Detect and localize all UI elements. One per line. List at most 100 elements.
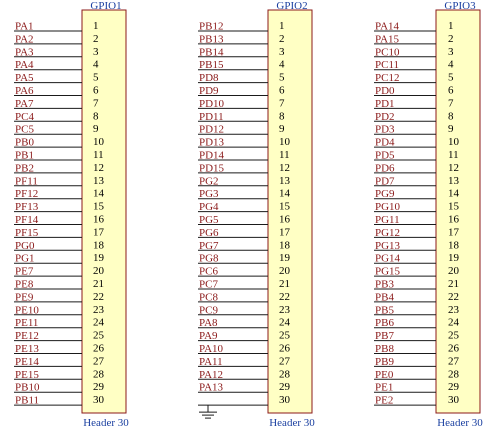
pin-number: 16 bbox=[93, 214, 105, 226]
signal-label: PB1 bbox=[15, 150, 34, 162]
signal-label: PG1 bbox=[15, 253, 35, 265]
signal-label: PF14 bbox=[15, 214, 39, 226]
signal-label: PB13 bbox=[199, 33, 224, 45]
pin-16: 16 PF14 bbox=[14, 214, 105, 226]
signal-label: PC10 bbox=[375, 46, 400, 58]
pin-28: 28 PA12 bbox=[198, 368, 291, 381]
pin-number: 19 bbox=[279, 252, 291, 264]
signal-label: PG15 bbox=[375, 266, 401, 278]
signal-label: PA8 bbox=[199, 317, 218, 329]
pin-number: 18 bbox=[93, 239, 105, 251]
pin-24: 24 PE11 bbox=[14, 317, 105, 329]
signal-label: PB12 bbox=[199, 21, 223, 33]
pin-number: 26 bbox=[93, 343, 105, 355]
signal-label: PD10 bbox=[199, 98, 225, 110]
signal-label: PE10 bbox=[15, 304, 39, 316]
pin-13: 13 PD7 bbox=[374, 175, 460, 187]
pin-25: 25 PA9 bbox=[198, 330, 291, 342]
pin-5: 5 PC12 bbox=[374, 72, 454, 84]
pin-number: 14 bbox=[448, 188, 460, 200]
pin-14: 14 PG9 bbox=[374, 188, 460, 200]
pin-number: 18 bbox=[279, 239, 291, 251]
pin-22: 22 PB4 bbox=[374, 291, 459, 303]
pin-8: 8 PD11 bbox=[198, 110, 285, 123]
pin-27: 27 PE14 bbox=[14, 355, 105, 368]
signal-label: PB7 bbox=[375, 330, 394, 342]
pin-number: 3 bbox=[279, 46, 285, 58]
pin-number: 16 bbox=[279, 214, 291, 226]
pin-number: 12 bbox=[448, 162, 459, 174]
pin-number: 11 bbox=[279, 149, 290, 161]
pin-4: 4 PB15 bbox=[198, 59, 285, 71]
pin-number: 14 bbox=[93, 188, 105, 200]
header-title: GPIO3 bbox=[444, 0, 476, 12]
signal-label: PG11 bbox=[375, 214, 400, 226]
signal-label: PB2 bbox=[15, 162, 34, 174]
signal-label: PB8 bbox=[375, 343, 394, 355]
signal-label: PG13 bbox=[375, 240, 401, 252]
pin-23: 23 PC9 bbox=[198, 304, 291, 316]
signal-label: PG0 bbox=[15, 240, 35, 252]
pin-2: 2 PB13 bbox=[198, 33, 285, 45]
pin-number: 14 bbox=[279, 188, 291, 200]
signal-label: PG6 bbox=[199, 227, 219, 239]
signal-label: PG8 bbox=[199, 253, 219, 265]
pin-number: 29 bbox=[279, 381, 291, 393]
header-title: GPIO1 bbox=[90, 0, 121, 12]
pin-13: 13 PF11 bbox=[14, 175, 105, 187]
pin-number: 7 bbox=[448, 97, 454, 109]
signal-label: PA13 bbox=[199, 382, 224, 394]
pin-number: 13 bbox=[448, 175, 460, 187]
pin-10: 10 PB0 bbox=[14, 136, 105, 149]
pin-number: 7 bbox=[93, 97, 99, 109]
signal-label: PD2 bbox=[375, 111, 395, 123]
signal-label: PE1 bbox=[375, 382, 393, 394]
signal-label: PA15 bbox=[375, 33, 400, 45]
header-body bbox=[81, 9, 127, 414]
signal-label: PD3 bbox=[375, 124, 395, 136]
pin-9: 9 PD12 bbox=[198, 123, 285, 136]
pin-14: 14 PG3 bbox=[198, 188, 291, 200]
pin-25: 25 PE12 bbox=[14, 330, 105, 342]
pin-number: 13 bbox=[93, 175, 105, 187]
pin-23: 23 PB5 bbox=[374, 304, 460, 316]
pin-7: 7 PA7 bbox=[14, 97, 99, 110]
pin-number: 24 bbox=[93, 317, 105, 329]
pin-29: 29 PA13 bbox=[198, 381, 291, 394]
pin-number: 28 bbox=[93, 368, 105, 380]
pin-12: 12 PD6 bbox=[374, 162, 459, 174]
pin-number: 7 bbox=[279, 97, 285, 109]
pin-number: 19 bbox=[448, 252, 460, 264]
pin-number: 15 bbox=[93, 201, 105, 213]
pin-2: 2 PA2 bbox=[14, 33, 99, 45]
pin-number: 26 bbox=[448, 343, 460, 355]
signal-label: PC4 bbox=[15, 111, 34, 123]
pin-4: 4 PA4 bbox=[14, 59, 99, 71]
pin-number: 2 bbox=[448, 33, 454, 45]
pin-number: 6 bbox=[93, 85, 99, 97]
signal-label: PF15 bbox=[15, 227, 39, 239]
pin-number: 5 bbox=[279, 72, 285, 84]
pin-number: 12 bbox=[279, 162, 290, 174]
pin-7: 7 PD1 bbox=[374, 97, 454, 110]
pin-12: 12 PB2 bbox=[14, 162, 104, 174]
pin-number: 5 bbox=[448, 72, 454, 84]
pin-number: 27 bbox=[93, 355, 105, 367]
pin-10: 10 PD4 bbox=[374, 136, 460, 149]
signal-label: PB0 bbox=[15, 137, 34, 149]
pin-15: 15 PG10 bbox=[374, 201, 460, 213]
pin-3: 3 PA3 bbox=[14, 46, 99, 58]
signal-label: PB6 bbox=[375, 317, 394, 329]
pin-number: 21 bbox=[93, 278, 104, 290]
pin-number: 27 bbox=[279, 355, 291, 367]
pin-number: 28 bbox=[279, 368, 291, 380]
pin-number: 29 bbox=[448, 381, 460, 393]
ground-icon bbox=[199, 405, 217, 419]
pin-number: 25 bbox=[448, 330, 460, 342]
pin-number: 12 bbox=[93, 162, 104, 174]
pin-21: 21 PB3 bbox=[374, 278, 459, 291]
pin-29: 29 PB10 bbox=[14, 381, 105, 394]
pin-number: 20 bbox=[448, 265, 460, 277]
pin-27: 27 PB9 bbox=[374, 355, 460, 368]
pin-number: 21 bbox=[448, 278, 459, 290]
